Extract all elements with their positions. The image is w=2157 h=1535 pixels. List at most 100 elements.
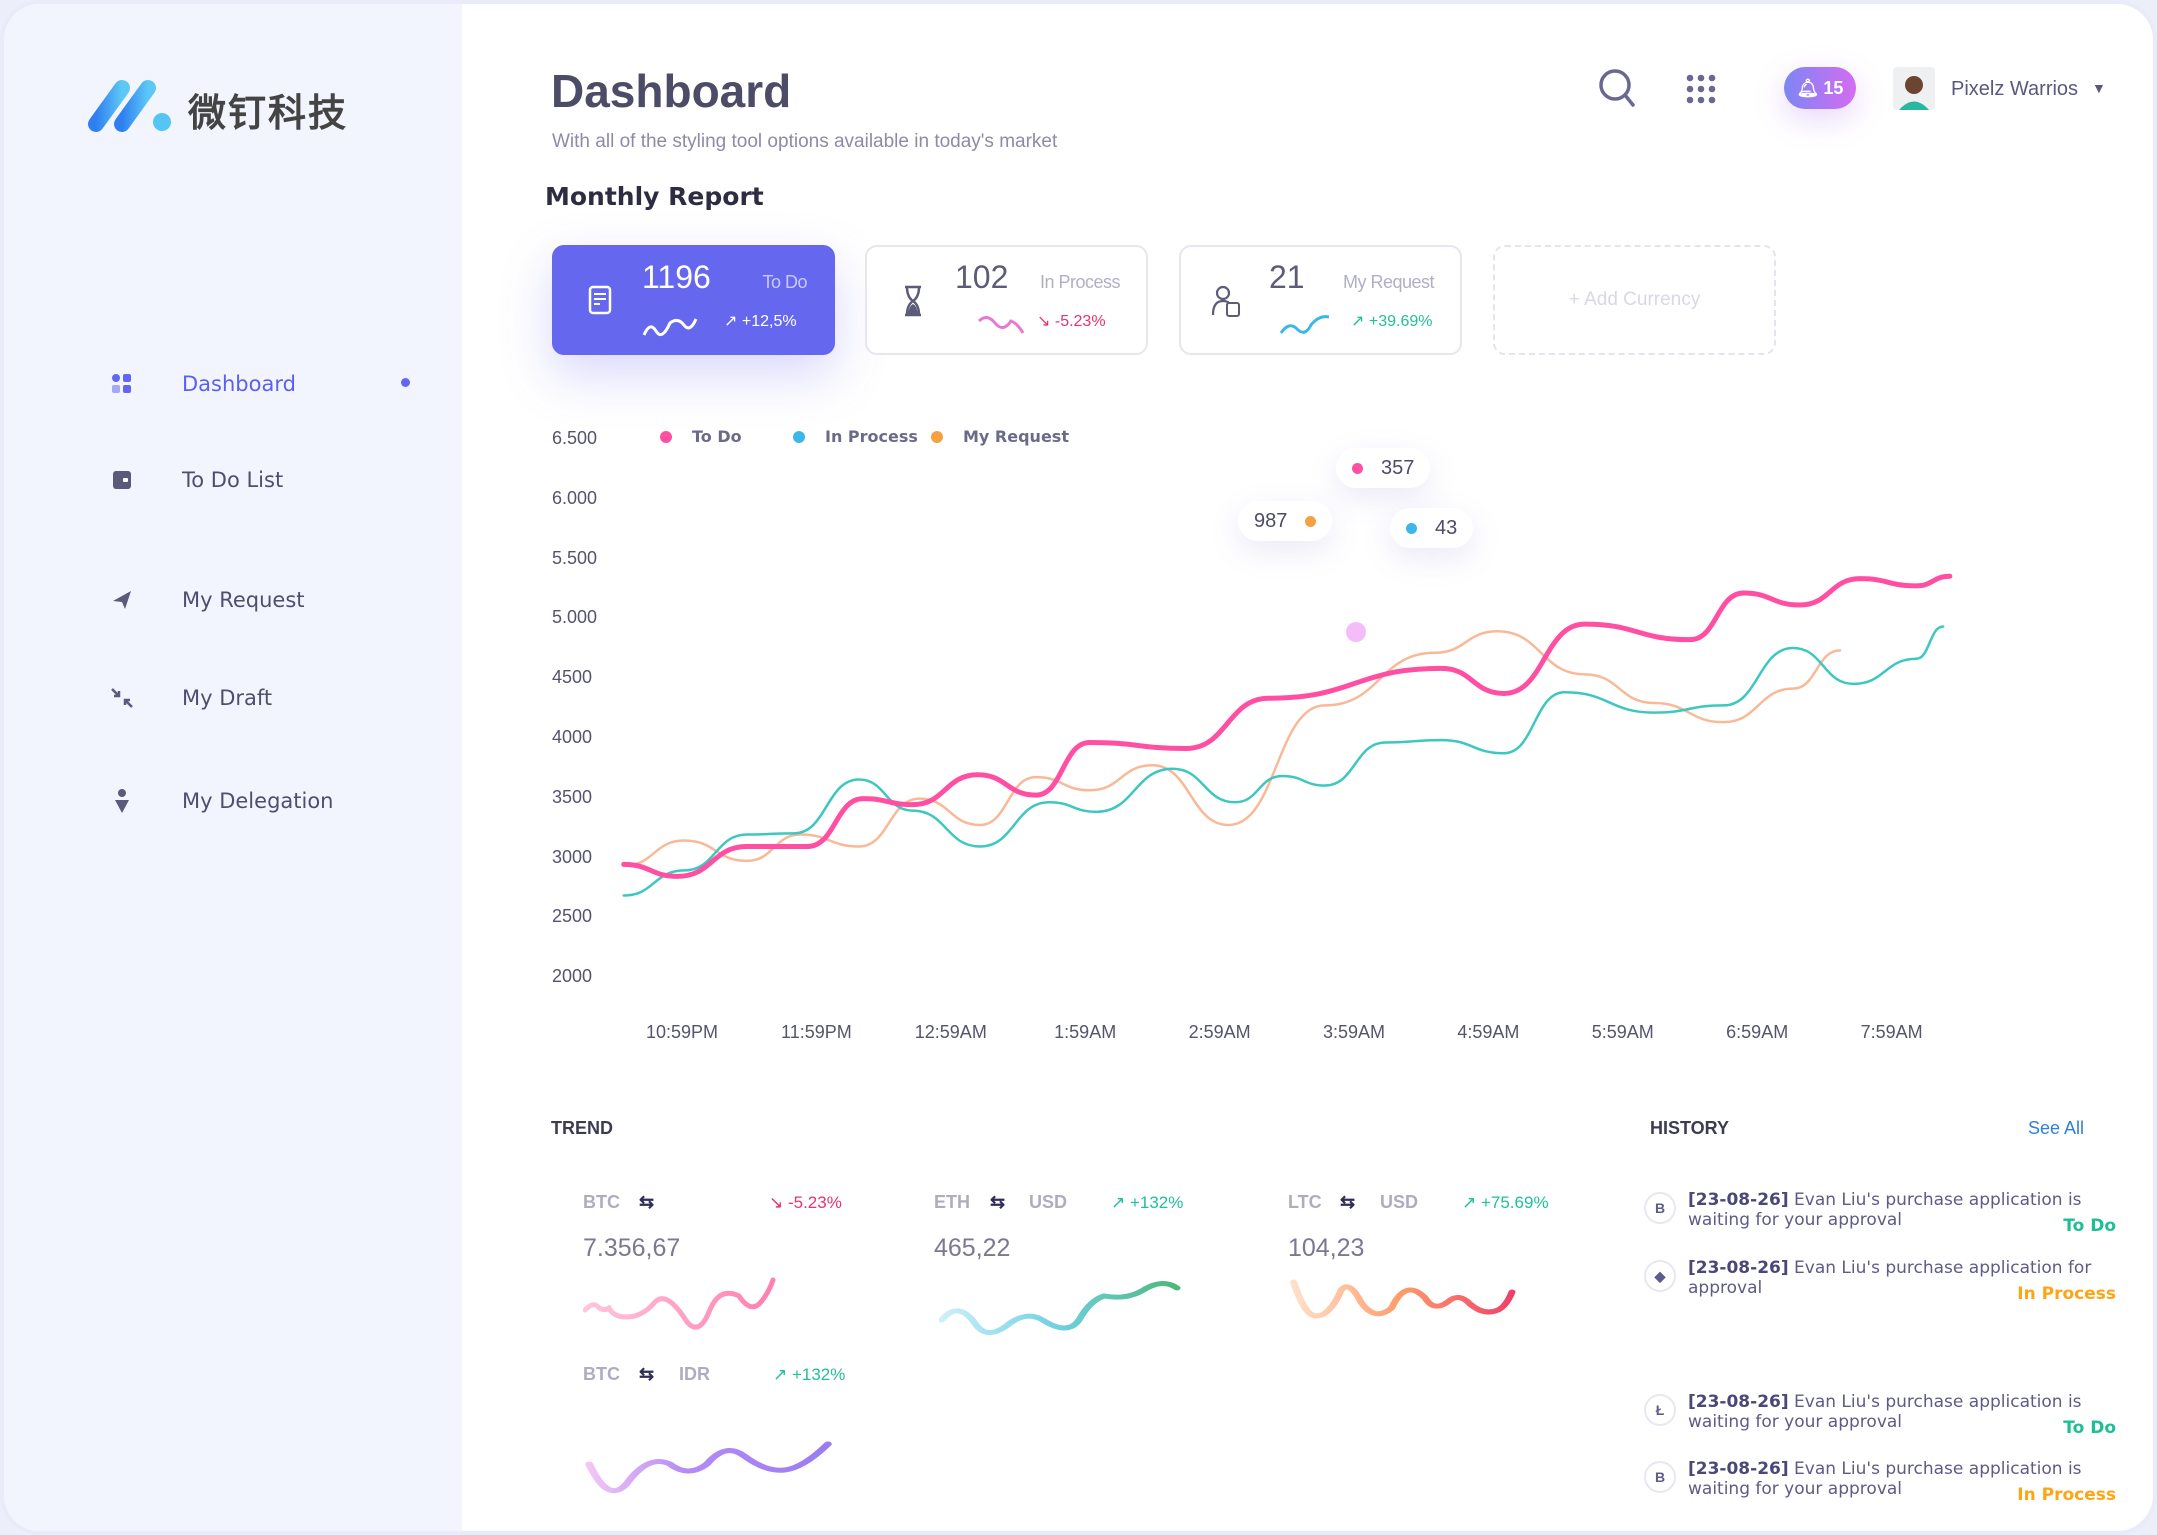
- legend-item-to-do[interactable]: To Do: [660, 427, 742, 446]
- trend-card-btc-idr[interactable]: BTC ⇆ IDR ↗ +132%: [583, 1364, 883, 1514]
- stat-change: ↗ +39.69%: [1351, 313, 1433, 330]
- history-text: [23-08-26] Evan Liu's purchase applicati…: [1688, 1258, 2128, 1298]
- trend-card-btc[interactable]: BTC ⇆ ↘ -5.23% 7.356,67: [583, 1192, 883, 1342]
- chevron-down-icon[interactable]: ▼: [2092, 80, 2106, 96]
- active-indicator: [401, 378, 410, 387]
- user-document-icon: [1211, 285, 1240, 317]
- stat-card-my-request[interactable]: 21 My Request ↗ +39.69%: [1179, 245, 1462, 355]
- stat-change: ↗ +12,5%: [724, 313, 797, 330]
- history-date: [23-08-26]: [1688, 1459, 1789, 1479]
- legend-label: My Request: [963, 427, 1069, 446]
- history-status: To Do: [2063, 1216, 2116, 1236]
- wallet-icon: [104, 462, 140, 498]
- history-text: [23-08-26] Evan Liu's purchase applicati…: [1688, 1392, 2128, 1432]
- sparkline: [1279, 315, 1330, 334]
- exchange-icon: ⇆: [639, 1364, 655, 1384]
- sidebar-item-label: My Delegation: [182, 789, 334, 813]
- exchange-icon: ⇆: [639, 1192, 655, 1212]
- hourglass-icon: [905, 285, 921, 317]
- ethereum-icon: ◆: [1644, 1260, 1676, 1292]
- stat-card-to-do[interactable]: 1196 To Do ↗ +12,5%: [552, 245, 835, 355]
- apps-grid-icon[interactable]: [1686, 74, 1718, 106]
- x-tick-label: 6:59AM: [1726, 1022, 1789, 1042]
- trend-card-ltc-usd[interactable]: LTC ⇆ USD ↗ +75.69% 104,23: [1288, 1192, 1628, 1342]
- trend-change: ↗ +75.69%: [1462, 1193, 1549, 1212]
- series-line-in-process: [622, 625, 1945, 897]
- y-tick-label: 4000: [552, 727, 593, 747]
- sidebar-item-label: To Do List: [182, 468, 284, 492]
- series-line-my-request: [622, 630, 1842, 867]
- tooltip-value: 357: [1381, 456, 1415, 479]
- sidebar-item-dashboard[interactable]: Dashboard: [104, 362, 424, 406]
- tooltip-dot: [1406, 522, 1417, 534]
- sidebar-item-my-delegation[interactable]: My Delegation: [104, 779, 424, 823]
- avatar[interactable]: [1893, 67, 1935, 110]
- sidebar-item-label: My Draft: [182, 686, 273, 710]
- brand-name: 微钉科技: [188, 91, 349, 135]
- sidebar-item-my-request[interactable]: My Request: [104, 578, 424, 622]
- trend-base: BTC: [583, 1364, 620, 1384]
- sidebar-item-to-do-list[interactable]: To Do List: [104, 458, 424, 502]
- x-tick-label: 1:59AM: [1054, 1022, 1117, 1042]
- x-tick-label: 2:59AM: [1188, 1022, 1251, 1042]
- sidebar: 微钉科技 Dashboard To Do List My Request My …: [4, 4, 462, 1531]
- tooltip-dot: [1352, 462, 1363, 474]
- y-tick-label: 4500: [552, 667, 593, 688]
- y-tick-label: 2500: [552, 906, 593, 927]
- notification-count: 15: [1823, 77, 1844, 98]
- send-icon: [104, 582, 140, 618]
- series-line-to-do: [621, 573, 1953, 879]
- sparkline: [642, 318, 698, 337]
- bitcoin-icon: B: [1644, 1461, 1676, 1493]
- legend-label: To Do: [692, 427, 742, 446]
- x-tick-label: 11:59PM: [781, 1022, 852, 1042]
- stat-change: ↘ -5.23%: [1037, 313, 1106, 330]
- sparkline: [1290, 1279, 1516, 1319]
- notifications-button[interactable]: 🔔︎ 15: [1784, 67, 1856, 109]
- stat-label: In Process: [1039, 272, 1121, 292]
- y-tick-label: 5.000: [552, 607, 598, 628]
- stat-card-in-process[interactable]: 102 In Process ↘ -5.23%: [865, 245, 1148, 355]
- trend-change: ↗ +132%: [1111, 1193, 1184, 1212]
- search-icon[interactable]: [1598, 68, 1638, 110]
- sidebar-item-label: My Request: [182, 588, 305, 612]
- y-tick-label: 6.000: [552, 487, 598, 508]
- tooltip-in-process: 43: [1390, 508, 1474, 548]
- legend-item-in-process[interactable]: In Process: [793, 427, 918, 446]
- history-message: Evan Liu's purchase application is waiti…: [1688, 1190, 2082, 1230]
- add-currency-button[interactable]: + Add Currency: [1493, 245, 1776, 355]
- trend-base: BTC: [583, 1192, 620, 1212]
- history-date: [23-08-26]: [1688, 1392, 1789, 1412]
- history-text: [23-08-26] Evan Liu's purchase applicati…: [1688, 1459, 2128, 1499]
- person-pin-icon: [104, 783, 140, 819]
- see-all-link[interactable]: See All: [2028, 1118, 2085, 1138]
- change-value: +75.69%: [1480, 1193, 1549, 1212]
- change-value: +39.69%: [1368, 313, 1433, 330]
- legend-dot: [931, 430, 943, 443]
- history-status: In Process: [2017, 1284, 2116, 1304]
- tooltip-dot: [1305, 515, 1317, 527]
- tooltip-my-request: 987: [1238, 501, 1333, 541]
- user-name[interactable]: Pixelz Warrios: [1951, 78, 2079, 100]
- trend-card-eth-usd[interactable]: ETH ⇆ USD ↗ +132% 465,22: [934, 1192, 1264, 1342]
- trend-quote: IDR: [679, 1364, 710, 1384]
- legend-item-my-request[interactable]: My Request: [931, 427, 1069, 446]
- trend-value: 7.356,67: [583, 1234, 681, 1262]
- x-tick-label: 3:59AM: [1322, 1022, 1386, 1042]
- sparkline: [585, 1441, 832, 1494]
- trend-title: TREND: [551, 1118, 613, 1138]
- trend-value: 104,23: [1288, 1234, 1365, 1262]
- trend-quote: USD: [1029, 1192, 1068, 1212]
- legend-dot: [660, 430, 672, 443]
- page-title: Dashboard: [551, 65, 792, 117]
- stat-value: 102: [955, 259, 1009, 295]
- trend-value: 465,22: [934, 1234, 1011, 1262]
- history-date: [23-08-26]: [1688, 1258, 1789, 1278]
- history-date: [23-08-26]: [1688, 1190, 1789, 1210]
- sidebar-item-my-draft[interactable]: My Draft: [104, 676, 424, 720]
- legend-dot: [793, 430, 805, 443]
- change-value: +132%: [791, 1365, 846, 1384]
- sparkline: [977, 316, 1025, 334]
- history-message: Evan Liu's purchase application for appr…: [1688, 1258, 2092, 1298]
